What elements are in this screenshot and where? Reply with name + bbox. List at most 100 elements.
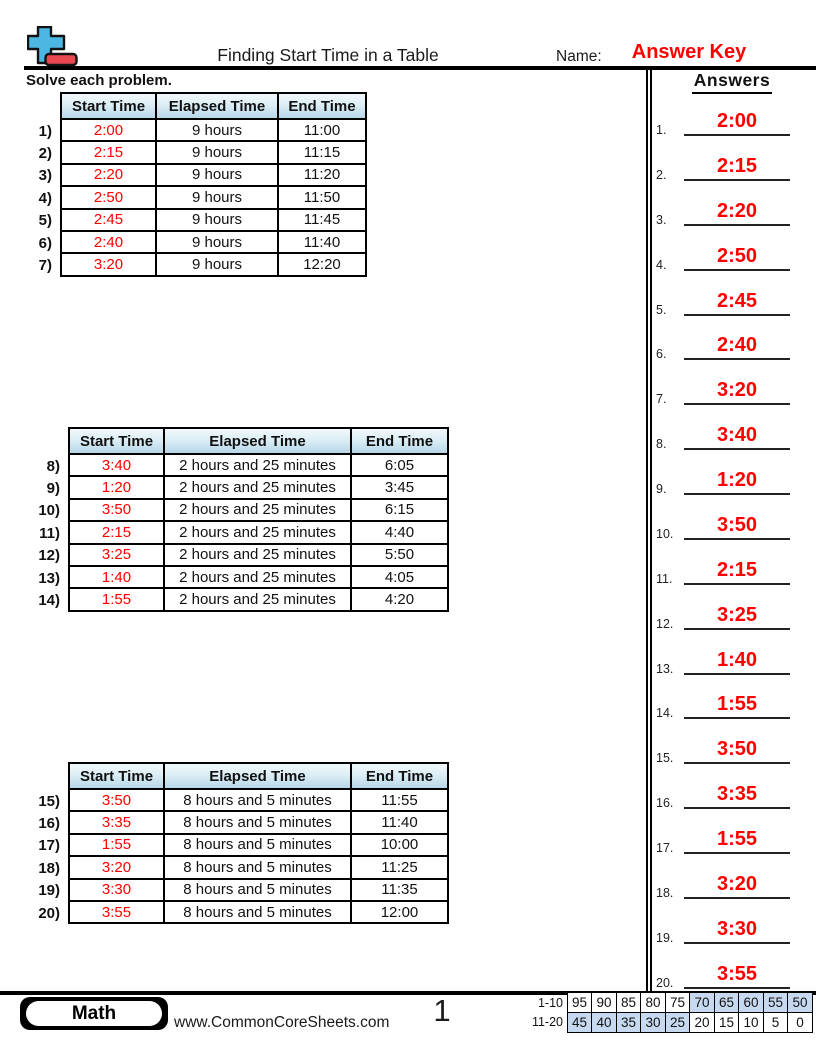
start-time-cell: 3:40 bbox=[70, 455, 165, 478]
column-header: Start Time bbox=[70, 429, 165, 455]
answer-blank-line bbox=[684, 717, 790, 720]
answer-value: 3:55 bbox=[716, 962, 758, 985]
score-row: 1-10 95 90 85 80 75 70 65 60 55 50 bbox=[528, 992, 813, 1013]
problem-table-3: Start Time Elapsed Time End Time 15) 3:50 8 h… bbox=[14, 762, 449, 925]
column-header: End Time bbox=[352, 429, 449, 455]
problem-number: 7) bbox=[38, 257, 52, 275]
problem-number: 14) bbox=[38, 592, 60, 610]
answer-number: 20. bbox=[656, 975, 674, 990]
answer-blank-line bbox=[684, 986, 790, 989]
page-title: Finding Start Time in a Table bbox=[217, 45, 439, 65]
table-row: 17) 1:55 8 hours and 5 minutes 10:00 bbox=[14, 834, 449, 858]
table-row-cells: 1:55 8 hours and 5 minutes 10:00 bbox=[68, 834, 449, 858]
start-time-cell: 2:00 bbox=[62, 120, 157, 143]
table-header-row: Start Time Elapsed Time End Time bbox=[14, 92, 367, 120]
table-row: 1) 2:00 9 hours 11:00 bbox=[14, 120, 367, 143]
table-row: 9) 1:20 2 hours and 25 minutes 3:45 bbox=[14, 477, 449, 500]
score-row: 11-20 45 40 35 30 25 20 15 10 5 0 bbox=[528, 1011, 813, 1033]
start-time-cell: 2:20 bbox=[62, 164, 157, 188]
answer-value: 2:15 bbox=[716, 558, 758, 581]
answer-value: 3:25 bbox=[716, 603, 758, 626]
score-cell: 85 bbox=[615, 992, 642, 1013]
answer-item: 18. 3:20 bbox=[648, 858, 816, 900]
answer-item: 5. 2:45 bbox=[648, 275, 816, 317]
start-time-cell: 1:20 bbox=[70, 477, 165, 500]
table-row-cells: 3:50 8 hours and 5 minutes 11:55 bbox=[68, 790, 449, 813]
elapsed-time-cell: 2 hours and 25 minutes bbox=[165, 477, 352, 500]
answer-item: 4. 2:50 bbox=[648, 230, 816, 272]
answer-value: 3:50 bbox=[716, 513, 758, 536]
score-cell: 55 bbox=[762, 992, 789, 1013]
table-row: 15) 3:50 8 hours and 5 minutes 11:55 bbox=[14, 790, 449, 813]
end-time-cell: 5:50 bbox=[352, 544, 449, 567]
answer-value: 3:40 bbox=[716, 424, 758, 447]
answer-value: 2:00 bbox=[716, 110, 758, 132]
table-row-cells: 1:40 2 hours and 25 minutes 4:05 bbox=[68, 566, 449, 590]
table-row: 18) 3:20 8 hours and 5 minutes 11:25 bbox=[14, 857, 449, 880]
end-time-cell: 11:00 bbox=[279, 120, 367, 143]
answer-number: 13. bbox=[656, 661, 674, 676]
problem-number: 11) bbox=[39, 524, 60, 542]
answer-value: 3:30 bbox=[716, 917, 758, 940]
table-header-row: Start Time Elapsed Time End Time bbox=[14, 762, 449, 790]
start-time-cell: 2:50 bbox=[62, 187, 157, 210]
answer-number: 11. bbox=[656, 571, 673, 586]
elapsed-time-cell: 8 hours and 5 minutes bbox=[165, 812, 352, 835]
answer-item: 13. 1:40 bbox=[648, 634, 816, 676]
table-row-cells: 2:00 9 hours 11:00 bbox=[60, 120, 367, 143]
table-row: 19) 3:30 8 hours and 5 minutes 11:35 bbox=[14, 879, 449, 902]
table-row-cells: 3:35 8 hours and 5 minutes 11:40 bbox=[68, 812, 449, 835]
answer-item: 7. 3:20 bbox=[648, 364, 816, 406]
answer-number: 5. bbox=[656, 302, 667, 317]
answer-number: 3. bbox=[656, 212, 667, 227]
table-row-cells: 3:30 8 hours and 5 minutes 11:35 bbox=[68, 879, 449, 902]
answer-number: 9. bbox=[656, 482, 667, 497]
table-row-cells: 1:55 2 hours and 25 minutes 4:20 bbox=[68, 589, 449, 612]
table-row-cells: 3:50 2 hours and 25 minutes 6:15 bbox=[68, 499, 449, 523]
problem-number: 15) bbox=[38, 792, 60, 810]
table-row-cells: 2:20 9 hours 11:20 bbox=[60, 164, 367, 188]
column-header: Start Time bbox=[62, 94, 157, 120]
answer-item: 3. 2:20 bbox=[648, 185, 816, 227]
table-row-cells: 2:50 9 hours 11:50 bbox=[60, 187, 367, 210]
answer-blank-line bbox=[684, 448, 790, 451]
subject-badge: Math bbox=[20, 997, 168, 1030]
answer-key-text: Answer Key bbox=[631, 41, 747, 63]
table-row: 4) 2:50 9 hours 11:50 bbox=[14, 187, 367, 210]
start-time-cell: 3:50 bbox=[70, 790, 165, 813]
row-number-spacer bbox=[14, 92, 60, 120]
elapsed-time-cell: 9 hours bbox=[157, 164, 279, 188]
website-url: www.CommonCoreSheets.com bbox=[174, 1014, 390, 1031]
elapsed-time-cell: 8 hours and 5 minutes bbox=[165, 857, 352, 880]
problem-number: 2) bbox=[38, 145, 52, 163]
table-row-cells: 2:15 2 hours and 25 minutes 4:40 bbox=[68, 522, 449, 545]
answer-number: 19. bbox=[656, 930, 674, 945]
answer-value: 1:55 bbox=[716, 828, 758, 851]
answer-item: 15. 3:50 bbox=[648, 723, 816, 765]
score-cell: 40 bbox=[591, 1011, 617, 1033]
problem-number: 5) bbox=[38, 212, 52, 230]
score-cell: 15 bbox=[713, 1011, 740, 1033]
answer-value: 1:40 bbox=[716, 648, 758, 671]
answer-number: 1. bbox=[656, 123, 667, 137]
row-number-spacer bbox=[14, 427, 68, 455]
page-number: 1 bbox=[433, 993, 451, 1028]
elapsed-time-cell: 8 hours and 5 minutes bbox=[165, 879, 352, 902]
answer-item: 12. 3:25 bbox=[648, 589, 816, 631]
end-time-cell: 4:05 bbox=[352, 566, 449, 590]
end-time-cell: 11:25 bbox=[352, 857, 449, 880]
answer-number: 7. bbox=[656, 392, 667, 407]
table-row: 20) 3:55 8 hours and 5 minutes 12:00 bbox=[14, 901, 449, 925]
problem-number: 4) bbox=[38, 189, 52, 207]
end-time-cell: 12:20 bbox=[279, 254, 367, 277]
answer-value: 2:50 bbox=[716, 244, 758, 267]
score-cell: 35 bbox=[615, 1011, 642, 1033]
score-conversion-grid: 1-10 95 90 85 80 75 70 65 60 55 50 11-20 45 40 35 30 25 2… bbox=[528, 992, 813, 1033]
answer-blank-line bbox=[684, 807, 790, 810]
answers-column-divider bbox=[646, 70, 652, 992]
elapsed-time-cell: 2 hours and 25 minutes bbox=[165, 499, 352, 523]
start-time-cell: 1:55 bbox=[70, 589, 165, 612]
answer-number: 18. bbox=[656, 885, 674, 900]
problem-number: 9) bbox=[46, 480, 60, 498]
problem-number: 17) bbox=[38, 837, 60, 855]
